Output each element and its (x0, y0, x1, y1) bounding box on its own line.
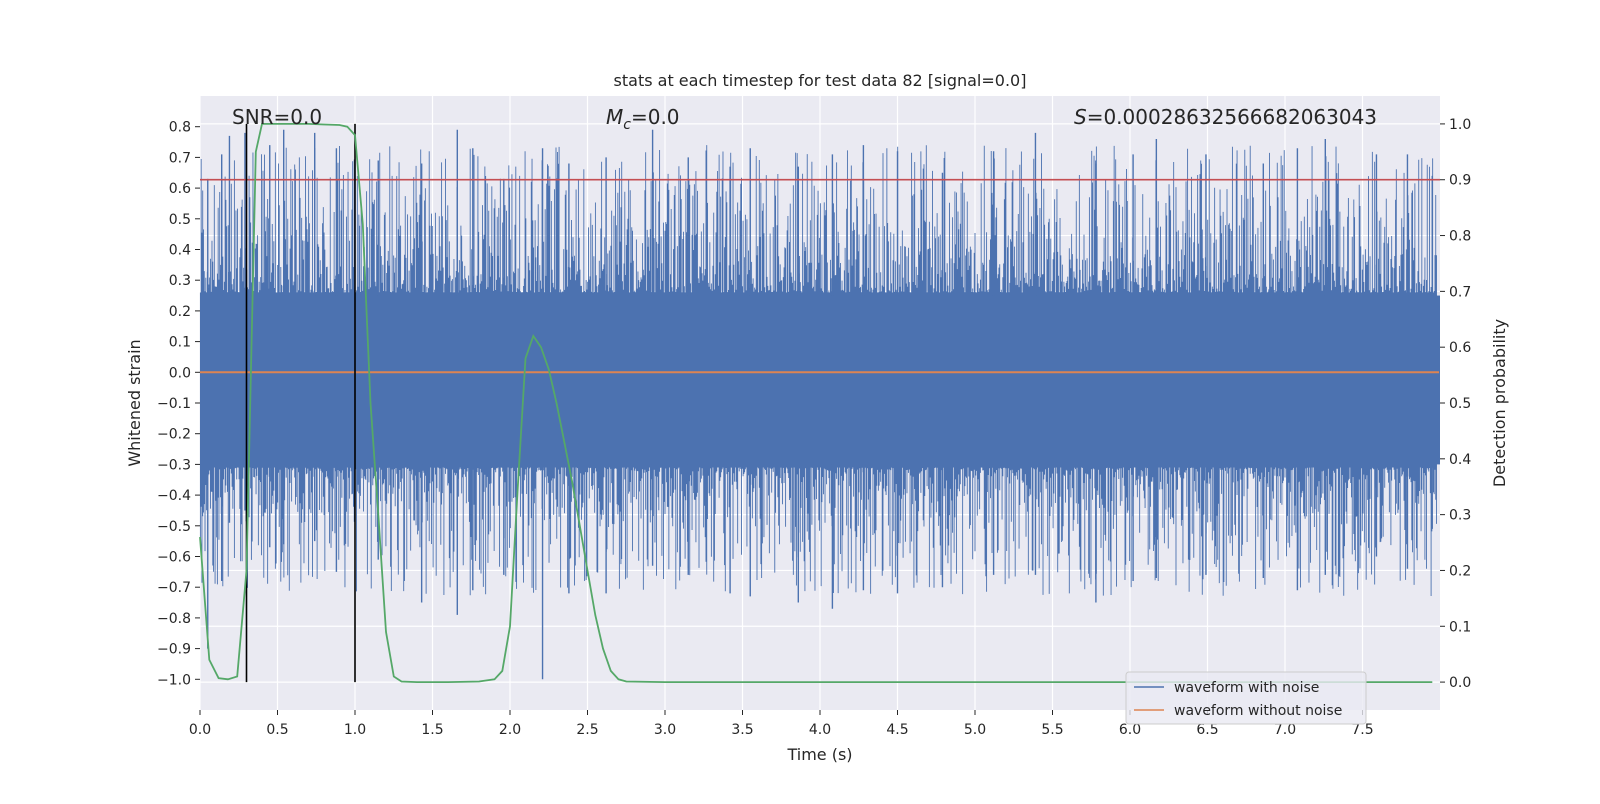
y-right-tick-label: 0.5 (1449, 396, 1471, 412)
mc-symbol: M (606, 105, 623, 129)
legend: waveform with noise waveform without noi… (1125, 671, 1367, 725)
legend-label-waveform-without-noise: waveform without noise (1174, 703, 1342, 719)
x-tick-label: 0.0 (189, 722, 211, 738)
y-right-tick-label: 0.9 (1449, 173, 1471, 189)
x-tick-label: 0.5 (266, 722, 288, 738)
y-left-tick-label: 0.4 (169, 243, 191, 259)
line-layer (199, 123, 1440, 683)
y-right-tick-label: 1.0 (1449, 117, 1471, 133)
legend-box (1125, 671, 1367, 725)
y-left-tick-label: 0.2 (169, 304, 191, 320)
s-annotation: S=0.00028632566682063043 (1074, 105, 1377, 129)
x-tick-label: 2.5 (576, 722, 598, 738)
y-left-tick-label: −1.0 (157, 672, 191, 688)
x-tick-label: 6.5 (1196, 722, 1218, 738)
waveform-with-noise-core-band (200, 295, 1440, 465)
y-right-tick-label: 0.6 (1449, 340, 1471, 356)
y-axis-left-label: Whitened strain (125, 339, 144, 466)
y-left-tick-label: 0.3 (169, 273, 191, 289)
x-tick-label: 7.0 (1274, 722, 1296, 738)
axis-layer: 0.0 0.5 1.0 1.5 2.0 2.5 3.0 3.5 4.0 4.5 5.0 5.5 6.0 6… (157, 117, 1471, 738)
detection-probability-line (199, 123, 1433, 683)
y-right-tick-label: 0.1 (1449, 619, 1471, 635)
chirp-mass-annotation: Mc=0.0 (606, 105, 680, 133)
x-tick-label: 5.0 (964, 722, 986, 738)
x-tick-label: 4.5 (886, 722, 908, 738)
y-left-tick-label: 0.7 (169, 150, 191, 166)
noise-series-layer (199, 129, 1440, 680)
y-right-tick-label: 0.8 (1449, 229, 1471, 245)
y-right-tick-label: 0.3 (1449, 508, 1471, 524)
y-left-tick-label: −0.3 (157, 457, 191, 473)
x-tick-label: 4.0 (809, 722, 831, 738)
y-left-tick-label: 0.1 (169, 335, 191, 351)
y-right-tick-label: 0.0 (1449, 675, 1471, 691)
mc-value: =0.0 (631, 105, 680, 129)
y-left-tick-label: −0.8 (157, 611, 191, 627)
chart-title: stats at each timestep for test data 82 … (614, 71, 1027, 90)
y-axis-right-label: Detection probability (1490, 319, 1509, 487)
y-left-tick-label: −0.4 (157, 488, 191, 504)
x-tick-label: 1.5 (421, 722, 443, 738)
s-value: =0.00028632566682063043 (1087, 105, 1377, 129)
snr-annotation: SNR=0.0 (232, 105, 322, 129)
y-left-tick-label: −0.2 (157, 427, 191, 443)
y-left-tick-label: 0.6 (169, 181, 191, 197)
y-left-tick-label: −0.6 (157, 550, 191, 566)
x-tick-label: 3.0 (654, 722, 676, 738)
x-tick-label: 1.0 (344, 722, 366, 738)
x-axis-label: Time (s) (786, 745, 852, 764)
y-left-tick-label: 0.0 (169, 365, 191, 381)
y-left-tick-label: −0.1 (157, 396, 191, 412)
x-tick-label: 7.5 (1351, 722, 1373, 738)
mc-subscript: c (623, 117, 631, 133)
x-tick-label: 6.0 (1119, 722, 1141, 738)
y-left-tick-label: −0.9 (157, 642, 191, 658)
y-left-tick-label: 0.8 (169, 120, 191, 136)
y-left-tick-label: −0.5 (157, 519, 191, 535)
y-right-tick-label: 0.7 (1449, 284, 1471, 300)
y-right-tick-label: 0.2 (1449, 563, 1471, 579)
x-tick-label: 3.5 (731, 722, 753, 738)
y-left-tick-label: 0.5 (169, 212, 191, 228)
x-tick-label: 2.0 (499, 722, 521, 738)
y-left-tick-label: −0.7 (157, 580, 191, 596)
x-tick-label: 5.5 (1041, 722, 1063, 738)
y-right-tick-label: 0.4 (1449, 452, 1471, 468)
legend-label-waveform-with-noise: waveform with noise (1174, 680, 1319, 696)
s-symbol: S (1074, 105, 1087, 129)
